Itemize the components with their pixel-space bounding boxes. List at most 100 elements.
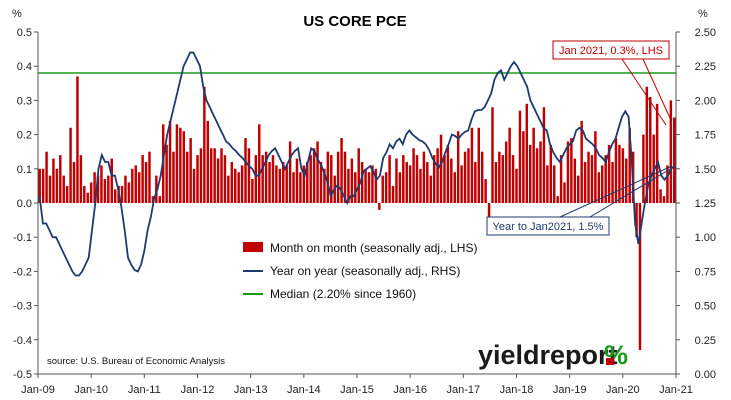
bar — [556, 196, 559, 203]
bar — [374, 168, 378, 203]
bar — [559, 155, 563, 203]
bar — [625, 158, 628, 203]
bar — [484, 179, 487, 203]
bar — [330, 155, 333, 203]
bar — [398, 172, 402, 203]
bar — [635, 203, 638, 238]
left-tick-label: 0.3 — [17, 95, 32, 107]
bar — [124, 175, 127, 203]
bar — [515, 168, 518, 203]
x-tick-label: Jan-16 — [393, 384, 427, 396]
yieldreport-logo: yieldreport % — [478, 340, 628, 370]
bar — [175, 124, 179, 203]
bar — [439, 134, 443, 203]
bar — [467, 148, 470, 203]
bar — [62, 175, 65, 203]
bar — [120, 185, 124, 203]
bar — [501, 155, 505, 203]
bar — [134, 165, 137, 203]
right-tick-label: 0.75 — [695, 266, 716, 278]
bar — [408, 165, 412, 203]
x-tick-label: Jan-14 — [287, 384, 321, 396]
brand-wordmark: yieldreport — [478, 340, 618, 370]
bar — [258, 124, 261, 203]
bar — [594, 131, 597, 203]
right-tick-label: 2.00 — [695, 95, 716, 107]
bar — [323, 168, 326, 203]
bar — [285, 165, 288, 203]
bar — [522, 131, 525, 203]
right-tick-label: 2.25 — [695, 61, 716, 73]
bar — [141, 155, 144, 203]
bar — [597, 172, 601, 203]
bar — [563, 182, 566, 203]
bar — [244, 138, 247, 203]
bar — [76, 76, 79, 203]
bar — [220, 148, 223, 203]
left-tick-label: 0.2 — [17, 130, 32, 142]
bar-series-month-on-month — [38, 76, 676, 351]
bar — [151, 196, 155, 203]
bar — [79, 155, 83, 203]
bar — [354, 172, 357, 203]
bar — [148, 151, 151, 203]
bar — [312, 148, 316, 203]
bar — [669, 100, 673, 203]
bar — [463, 151, 467, 203]
bar — [237, 172, 240, 203]
bar — [309, 155, 312, 203]
bar — [199, 148, 203, 203]
bar — [532, 127, 535, 203]
bar — [233, 168, 237, 203]
legend-label-median: Median (2.20% since 1960) — [270, 287, 416, 301]
right-axis-unit: % — [698, 8, 708, 20]
bar — [367, 172, 371, 203]
bar — [384, 172, 388, 203]
axes — [37, 32, 677, 375]
bar — [347, 168, 350, 203]
left-axis-ticks: -0.5 -0.4 -0.3 -0.2 -0.1 0.0 0.1 0.2 0.3 0.4 0.5 — [13, 27, 38, 381]
bar — [477, 127, 481, 203]
right-tick-label: 0.25 — [695, 335, 716, 347]
left-tick-label: -0.3 — [13, 301, 32, 313]
bar — [528, 144, 532, 203]
bar — [131, 168, 134, 203]
annotation-box — [552, 40, 670, 60]
bar — [542, 107, 546, 203]
bar — [127, 182, 131, 203]
left-tick-label: 0.4 — [17, 61, 32, 73]
bar — [182, 131, 186, 203]
bar — [261, 155, 264, 203]
left-tick-label: -0.2 — [13, 266, 32, 278]
bar — [498, 151, 501, 203]
bar — [402, 155, 405, 203]
bar — [525, 103, 529, 203]
left-tick-label: -0.1 — [13, 232, 32, 244]
bar — [251, 179, 254, 203]
right-tick-label: 1.75 — [695, 130, 716, 142]
left-tick-label: 0.1 — [17, 164, 32, 176]
legend: Month on month (seasonally adj., LHS) Ye… — [243, 241, 477, 301]
bar — [412, 148, 415, 203]
left-tick-label: 0.5 — [17, 27, 32, 39]
bar — [185, 151, 189, 203]
bar — [566, 141, 570, 203]
bar — [275, 165, 278, 203]
bar — [450, 158, 453, 203]
bar — [96, 175, 100, 203]
bar — [216, 158, 220, 203]
bar — [206, 120, 210, 203]
bar — [326, 151, 330, 203]
bar — [453, 172, 456, 203]
bar — [213, 148, 216, 203]
bar — [144, 161, 148, 203]
bar — [652, 134, 655, 203]
bar — [443, 155, 446, 203]
brand-percent-accent — [606, 358, 614, 365]
bar — [570, 138, 573, 203]
bar — [292, 172, 295, 203]
bar — [429, 175, 432, 203]
bar — [539, 141, 542, 203]
bar — [38, 168, 41, 203]
bar — [336, 151, 340, 203]
